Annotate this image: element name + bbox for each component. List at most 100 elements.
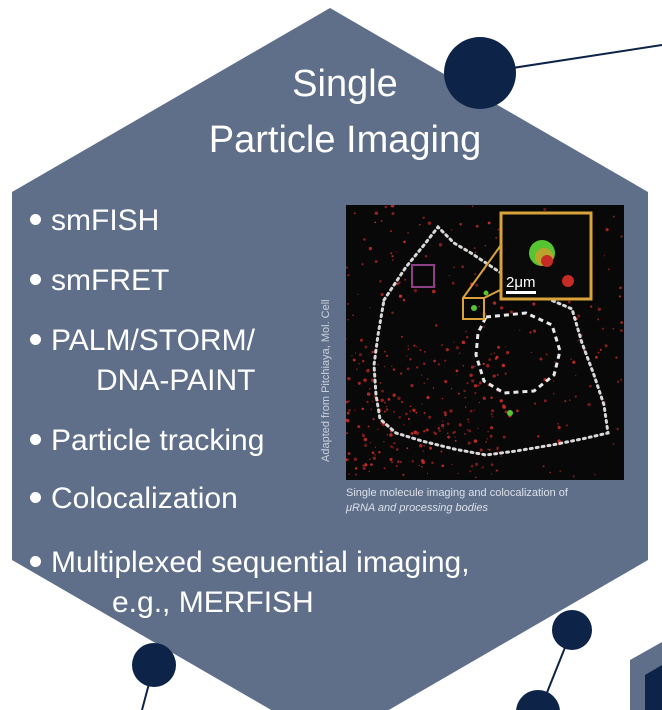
red-particle <box>346 400 349 404</box>
red-particle <box>446 422 450 426</box>
red-particle <box>389 457 393 462</box>
red-particle <box>572 475 575 478</box>
red-particle <box>377 363 379 366</box>
red-particle <box>391 259 394 261</box>
red-particle <box>400 372 403 375</box>
red-particle <box>426 395 430 400</box>
red-particle <box>433 359 436 363</box>
red-particle <box>346 412 350 415</box>
red-particle <box>389 230 392 233</box>
red-particle <box>441 344 443 346</box>
bullet-dot <box>30 433 41 445</box>
red-particle <box>440 450 443 453</box>
red-particle <box>370 408 373 411</box>
red-particle <box>575 374 577 377</box>
red-particle <box>438 243 443 247</box>
network-node-bottom-left <box>132 643 176 687</box>
red-particle <box>474 391 477 395</box>
red-particle <box>409 358 412 361</box>
title-line-2: Particle Imaging <box>208 119 482 161</box>
red-particle <box>424 254 428 258</box>
red-particle <box>354 352 357 354</box>
red-particle <box>475 283 479 287</box>
red-particle <box>490 353 493 356</box>
red-particle <box>474 251 477 254</box>
title-line-1: Single <box>292 63 398 105</box>
red-particle <box>453 266 455 269</box>
red-particle <box>352 314 354 317</box>
red-particle <box>399 460 402 463</box>
red-particle <box>400 400 404 404</box>
red-particle <box>612 327 615 330</box>
red-particle <box>371 400 374 403</box>
red-particle <box>533 402 537 405</box>
red-particle <box>454 439 457 442</box>
red-particle <box>348 408 351 412</box>
red-particle <box>428 415 432 419</box>
red-particle <box>360 338 363 342</box>
red-particle <box>620 329 623 332</box>
list-item-text: smFRET <box>51 264 170 297</box>
caption-line-1: Single molecule imaging and colocalizati… <box>346 487 568 499</box>
red-particle <box>467 441 471 445</box>
red-particle <box>383 440 385 443</box>
red-particle <box>392 447 395 449</box>
red-particle <box>470 365 475 369</box>
red-particle <box>406 367 410 371</box>
red-particle <box>390 205 395 208</box>
red-particle <box>383 401 387 404</box>
red-particle <box>490 396 493 399</box>
red-particle <box>418 464 420 467</box>
red-particle <box>444 413 447 417</box>
red-particle <box>501 363 506 368</box>
red-particle <box>485 441 487 443</box>
red-particle <box>605 228 609 232</box>
red-particle <box>451 463 453 466</box>
red-particle <box>455 346 460 350</box>
red-particle <box>448 274 451 277</box>
red-particle <box>498 451 500 453</box>
red-particle <box>487 448 489 450</box>
red-particle <box>391 255 394 258</box>
red-particle <box>352 358 356 362</box>
red-particle <box>397 396 401 400</box>
red-particle <box>418 223 421 226</box>
red-particle <box>367 425 370 428</box>
red-particle <box>357 381 361 385</box>
inset-red-spot <box>562 275 574 287</box>
red-particle <box>553 393 555 395</box>
red-particle <box>532 302 536 306</box>
red-particle <box>402 298 406 302</box>
red-particle <box>411 459 414 463</box>
red-particle <box>453 341 455 343</box>
red-particle <box>412 408 416 412</box>
red-particle <box>410 384 414 388</box>
red-particle <box>373 395 376 398</box>
red-particle <box>492 374 496 378</box>
red-particle <box>481 466 484 469</box>
list-item: Multiplexed sequential imaging, <box>30 546 470 580</box>
red-particle <box>421 460 426 465</box>
red-particle <box>442 420 444 422</box>
list-item: Colocalization <box>30 482 238 516</box>
red-particle <box>490 413 493 415</box>
red-particle <box>346 338 347 340</box>
red-particle <box>379 422 382 425</box>
red-particle <box>426 378 429 380</box>
red-particle <box>594 474 596 476</box>
red-particle <box>405 412 408 416</box>
red-particle <box>368 246 373 251</box>
red-particle <box>407 348 410 350</box>
red-particle <box>471 379 475 383</box>
red-particle <box>620 235 623 238</box>
red-particle <box>519 329 521 332</box>
red-particle <box>403 278 407 281</box>
red-particle <box>353 457 358 462</box>
red-particle <box>458 352 461 354</box>
red-particle <box>619 286 623 290</box>
red-particle <box>346 419 350 423</box>
red-particle <box>398 281 401 284</box>
red-particle <box>500 306 504 310</box>
red-particle <box>390 445 393 448</box>
red-particle <box>463 389 466 393</box>
